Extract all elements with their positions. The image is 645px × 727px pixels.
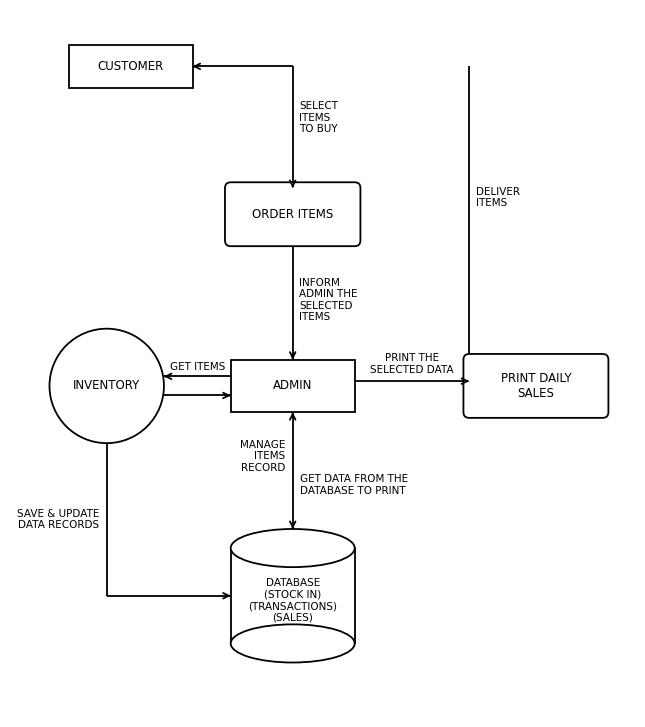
Text: PRINT THE
SELECTED DATA: PRINT THE SELECTED DATA xyxy=(370,353,453,375)
Circle shape xyxy=(50,329,164,443)
Bar xyxy=(68,45,193,88)
Text: INVENTORY: INVENTORY xyxy=(73,379,141,393)
Polygon shape xyxy=(231,548,355,643)
Bar xyxy=(231,360,355,412)
Ellipse shape xyxy=(231,624,355,662)
Text: GET DATA FROM THE
DATABASE TO PRINT: GET DATA FROM THE DATABASE TO PRINT xyxy=(301,474,408,496)
Text: PRINT DAILY
SALES: PRINT DAILY SALES xyxy=(501,372,571,400)
Text: DATABASE
(STOCK IN)
(TRANSACTIONS)
(SALES): DATABASE (STOCK IN) (TRANSACTIONS) (SALE… xyxy=(248,578,337,623)
Text: ORDER ITEMS: ORDER ITEMS xyxy=(252,208,333,221)
FancyBboxPatch shape xyxy=(463,354,608,418)
Ellipse shape xyxy=(232,531,353,565)
Text: SELECT
ITEMS
TO BUY: SELECT ITEMS TO BUY xyxy=(299,101,339,134)
Text: ADMIN: ADMIN xyxy=(273,379,312,393)
Text: GET ITEMS: GET ITEMS xyxy=(170,362,225,371)
Text: CUSTOMER: CUSTOMER xyxy=(97,60,164,73)
Text: INFORM
ADMIN THE
SELECTED
ITEMS: INFORM ADMIN THE SELECTED ITEMS xyxy=(299,278,358,323)
FancyBboxPatch shape xyxy=(225,182,361,246)
Ellipse shape xyxy=(231,529,355,567)
Text: MANAGE
ITEMS
RECORD: MANAGE ITEMS RECORD xyxy=(240,440,285,473)
Text: SAVE & UPDATE
DATA RECORDS: SAVE & UPDATE DATA RECORDS xyxy=(17,509,99,530)
Text: DELIVER
ITEMS: DELIVER ITEMS xyxy=(476,187,520,209)
